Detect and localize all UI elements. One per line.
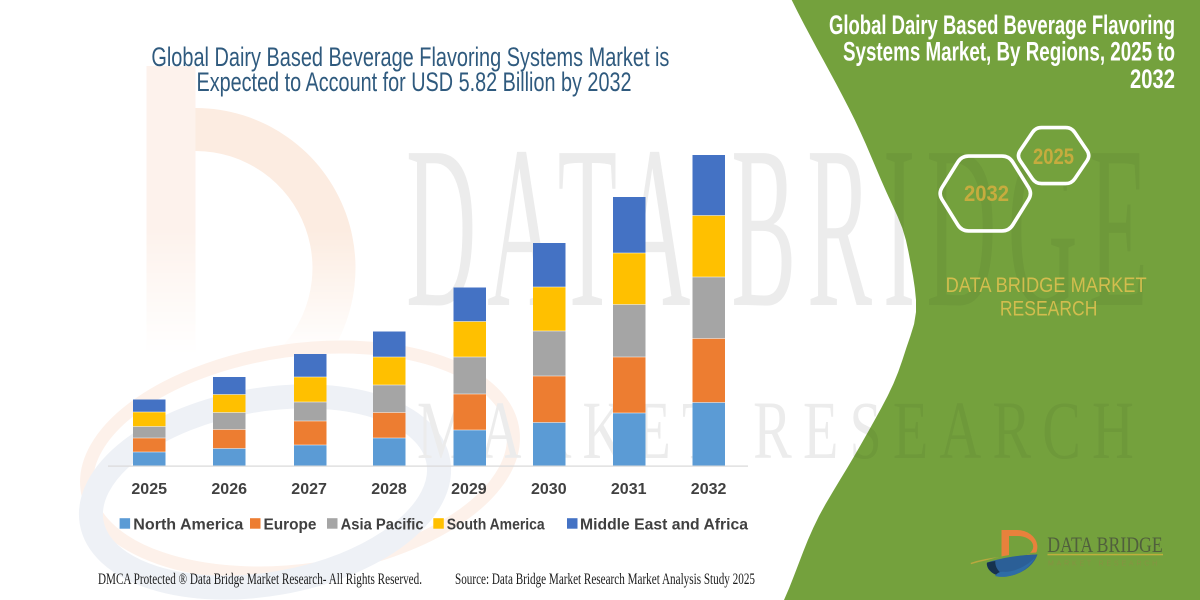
svg-text:Expected to Account for USD 5.: Expected to Account for USD 5.82 Billion… bbox=[197, 67, 632, 97]
svg-text:North America: North America bbox=[133, 517, 243, 534]
svg-text:MARKET RESEARCH: MARKET RESEARCH bbox=[1048, 559, 1160, 568]
svg-text:DATA BRIDGE MARKET: DATA BRIDGE MARKET bbox=[946, 274, 1147, 297]
svg-text:2032: 2032 bbox=[1130, 64, 1175, 94]
svg-text:2025: 2025 bbox=[1033, 144, 1074, 169]
svg-text:2031: 2031 bbox=[611, 481, 647, 498]
svg-text:2028: 2028 bbox=[371, 481, 407, 498]
svg-text:Source: Data Bridge Market Res: Source: Data Bridge Market Research Mark… bbox=[455, 571, 755, 588]
svg-text:Asia Pacific: Asia Pacific bbox=[341, 517, 424, 534]
svg-text:DATA BRIDGE: DATA BRIDGE bbox=[1047, 532, 1162, 557]
svg-text:2027: 2027 bbox=[291, 481, 327, 498]
svg-text:2025: 2025 bbox=[131, 481, 167, 498]
svg-text:2032: 2032 bbox=[691, 481, 727, 498]
svg-text:Middle East and Africa: Middle East and Africa bbox=[580, 517, 748, 534]
svg-text:RESEARCH: RESEARCH bbox=[1000, 298, 1098, 321]
svg-text:DMCA Protected ® Data Bridge M: DMCA Protected ® Data Bridge Market Rese… bbox=[98, 571, 422, 588]
svg-text:2026: 2026 bbox=[211, 481, 247, 498]
svg-text:South America: South America bbox=[447, 517, 545, 534]
svg-text:Global Dairy Based Beverage Fl: Global Dairy Based Beverage Flavoring bbox=[829, 10, 1175, 40]
svg-text:2030: 2030 bbox=[531, 481, 567, 498]
svg-text:2032: 2032 bbox=[964, 181, 1009, 206]
svg-text:2029: 2029 bbox=[451, 481, 487, 498]
svg-text:Europe: Europe bbox=[264, 517, 317, 534]
svg-text:Global Dairy Based Beverage Fl: Global Dairy Based Beverage Flavoring Sy… bbox=[151, 42, 669, 72]
svg-text:Systems Market, By Regions, 20: Systems Market, By Regions, 2025 to bbox=[843, 37, 1175, 67]
